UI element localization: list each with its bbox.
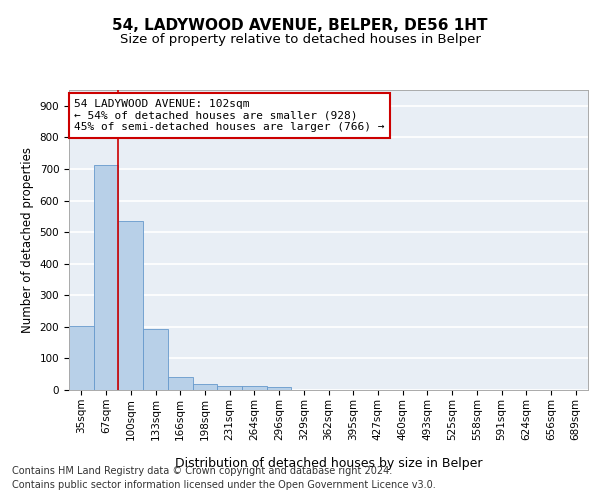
Bar (69, 326, 94, 390)
Text: Contains public sector information licensed under the Open Government Licence v3: Contains public sector information licen… (12, 480, 436, 490)
Text: Distribution of detached houses by size in Belper: Distribution of detached houses by size … (175, 458, 482, 470)
Bar (267, 388, 292, 390)
Bar (168, 377, 193, 390)
Text: 54, LADYWOOD AVENUE, BELPER, DE56 1HT: 54, LADYWOOD AVENUE, BELPER, DE56 1HT (112, 18, 488, 32)
Bar (217, 386, 242, 390)
Bar (94, 164, 118, 390)
Bar (242, 386, 267, 390)
Bar (118, 222, 143, 390)
Y-axis label: Number of detached properties: Number of detached properties (21, 147, 34, 333)
Bar (143, 328, 168, 390)
Bar (193, 384, 217, 390)
Text: Contains HM Land Registry data © Crown copyright and database right 2024.: Contains HM Land Registry data © Crown c… (12, 466, 392, 476)
Text: 54 LADYWOOD AVENUE: 102sqm
← 54% of detached houses are smaller (928)
45% of sem: 54 LADYWOOD AVENUE: 102sqm ← 54% of deta… (74, 99, 385, 132)
Text: Size of property relative to detached houses in Belper: Size of property relative to detached ho… (119, 32, 481, 46)
